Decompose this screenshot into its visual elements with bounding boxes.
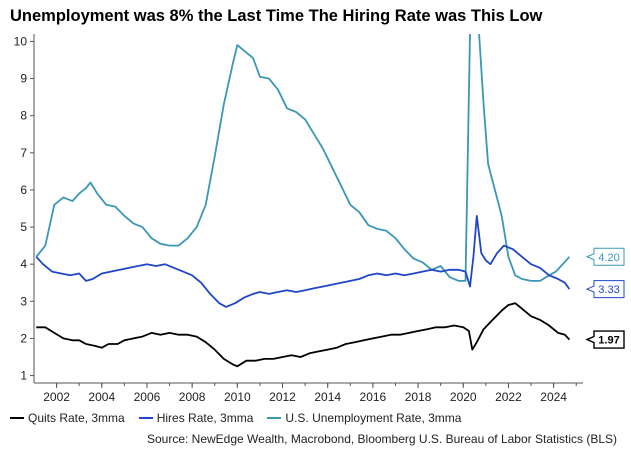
y-tick-label: 9 — [20, 72, 27, 86]
series-line-hires — [35, 215, 571, 308]
y-tick-label: 1 — [20, 369, 27, 383]
end-label-hires-box — [585, 280, 625, 299]
end-label-quits-box — [585, 330, 625, 349]
legend-label-unemployment: U.S. Unemployment Rate, 3mma — [285, 411, 462, 425]
x-tick-label: 2024 — [540, 390, 567, 404]
chart-title: Unemployment was 8% the Last Time The Hi… — [10, 7, 543, 25]
legend-item-unemployment: U.S. Unemployment Rate, 3mma — [267, 411, 461, 425]
y-tick-label: 4 — [20, 257, 27, 271]
series-line-unemployment — [35, 34, 571, 282]
x-tick-label: 2012 — [269, 390, 296, 404]
end-label-unemployment-box — [585, 247, 625, 266]
legend: Quits Rate, 3mma Hires Rate, 3mma U.S. U… — [10, 411, 461, 425]
legend-swatch-hires — [138, 417, 153, 419]
x-tick-label: 2016 — [360, 390, 387, 404]
y-tick-label: 7 — [20, 146, 27, 160]
y-tick-label: 3 — [20, 294, 27, 308]
legend-item-quits: Quits Rate, 3mma — [10, 411, 125, 425]
y-tick-label: 5 — [20, 220, 27, 234]
end-label-hires: 3.33 — [598, 284, 619, 296]
legend-swatch-unemployment — [267, 417, 282, 419]
end-label-unemployment: 4.20 — [598, 252, 619, 264]
x-tick-label: 2006 — [134, 390, 161, 404]
y-tick-label: 10 — [14, 34, 28, 48]
legend-item-hires: Hires Rate, 3mma — [138, 411, 254, 425]
legend-label-hires: Hires Rate, 3mma — [156, 411, 254, 425]
x-tick-label: 2004 — [88, 390, 115, 404]
x-tick-label: 2018 — [405, 390, 432, 404]
x-tick-label: 2002 — [43, 390, 70, 404]
y-tick-label: 8 — [20, 109, 27, 123]
x-tick-label: 2022 — [495, 390, 522, 404]
end-label-quits: 1.97 — [598, 335, 619, 347]
legend-label-quits: Quits Rate, 3mma — [28, 411, 125, 425]
source-note: Source: NewEdge Wealth, Macrobond, Bloom… — [146, 432, 617, 446]
x-tick-label: 2014 — [314, 390, 341, 404]
x-tick-label: 2020 — [450, 390, 477, 404]
y-tick-label: 6 — [20, 183, 27, 197]
x-tick-label: 2008 — [179, 390, 206, 404]
series-line-quits — [36, 302, 571, 368]
y-tick-label: 2 — [20, 331, 27, 345]
legend-swatch-quits — [10, 417, 24, 419]
x-tick-label: 2010 — [224, 390, 251, 404]
